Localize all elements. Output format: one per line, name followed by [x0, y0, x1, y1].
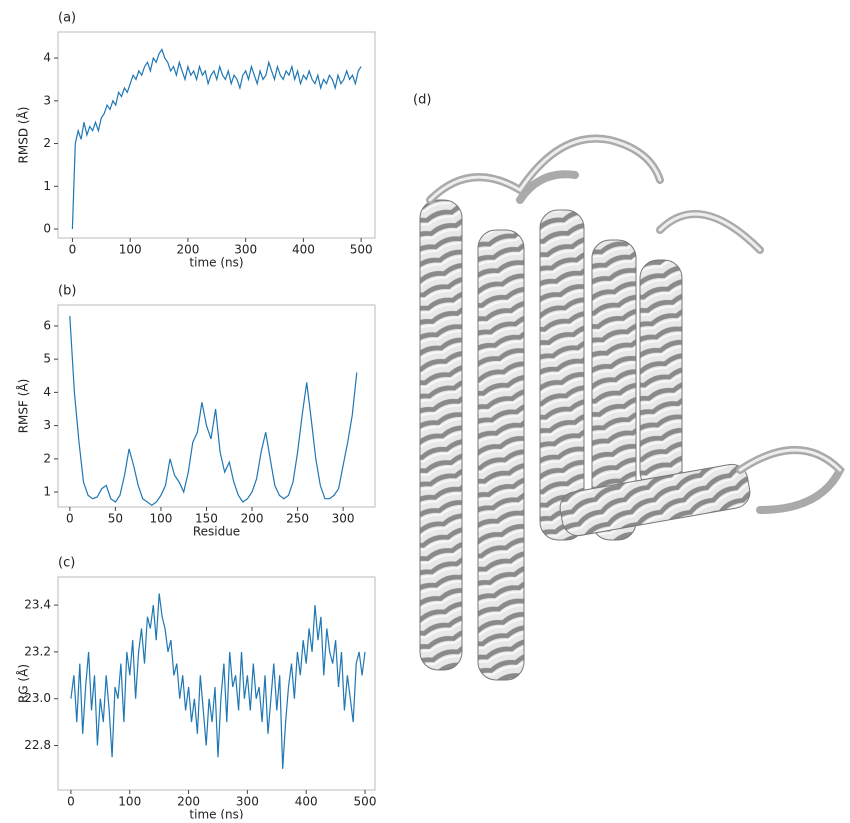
- y-tick-label: 5: [43, 352, 51, 366]
- protein-structure: [419, 134, 845, 681]
- y-tick-label: 3: [43, 418, 51, 432]
- x-tick-label: 0: [67, 795, 75, 809]
- x-tick-label: 150: [195, 512, 218, 526]
- panel-label: (b): [58, 284, 76, 299]
- y-tick-label: 23.0: [24, 691, 51, 705]
- x-tick-label: 0: [66, 512, 74, 526]
- x-tick-label: 100: [118, 795, 141, 809]
- plot-frame: [57, 31, 376, 239]
- x-axis-label: Residue: [193, 525, 240, 539]
- x-axis-label: time (ns): [189, 256, 243, 270]
- y-tick-label: 2: [43, 451, 51, 465]
- x-tick-label: 500: [354, 795, 377, 809]
- y-axis-label: RMSD (Å): [16, 107, 31, 164]
- x-tick-label: 200: [241, 512, 264, 526]
- y-tick-label: 4: [43, 385, 51, 399]
- x-axis-label: time (ns): [189, 808, 243, 820]
- x-tick-label: 500: [350, 243, 373, 257]
- x-tick-label: 400: [292, 243, 315, 257]
- x-tick-label: 400: [295, 795, 318, 809]
- x-tick-label: 300: [234, 243, 257, 257]
- y-tick-label: 2: [43, 136, 51, 150]
- x-tick-label: 250: [286, 512, 309, 526]
- x-tick-label: 100: [149, 512, 172, 526]
- panel-label: (a): [58, 11, 76, 26]
- panel-label: (d): [413, 93, 431, 108]
- plot-frame: [57, 304, 376, 508]
- panel-label: (c): [58, 556, 75, 571]
- y-tick-label: 4: [43, 51, 51, 65]
- y-axis-label: RG (Å): [16, 664, 31, 703]
- x-tick-label: 300: [236, 795, 259, 809]
- x-tick-label: 300: [332, 512, 355, 526]
- y-axis-label: RMSF (Å): [16, 379, 31, 434]
- plot-frame: [57, 576, 376, 791]
- data-line: [69, 315, 358, 507]
- data-line: [71, 48, 362, 230]
- x-tick-label: 100: [119, 243, 142, 257]
- y-tick-label: 0: [43, 222, 51, 236]
- x-tick-label: 200: [177, 795, 200, 809]
- x-tick-label: 200: [176, 243, 199, 257]
- data-line: [70, 593, 366, 769]
- y-tick-label: 6: [43, 318, 51, 332]
- x-tick-label: 0: [69, 243, 77, 257]
- y-tick-label: 1: [43, 179, 51, 193]
- y-tick-label: 23.2: [24, 644, 51, 658]
- y-tick-label: 23.4: [24, 598, 51, 612]
- y-tick-label: 1: [43, 485, 51, 499]
- y-tick-label: 3: [43, 93, 51, 107]
- y-tick-label: 22.8: [24, 738, 51, 752]
- x-tick-label: 50: [108, 512, 123, 526]
